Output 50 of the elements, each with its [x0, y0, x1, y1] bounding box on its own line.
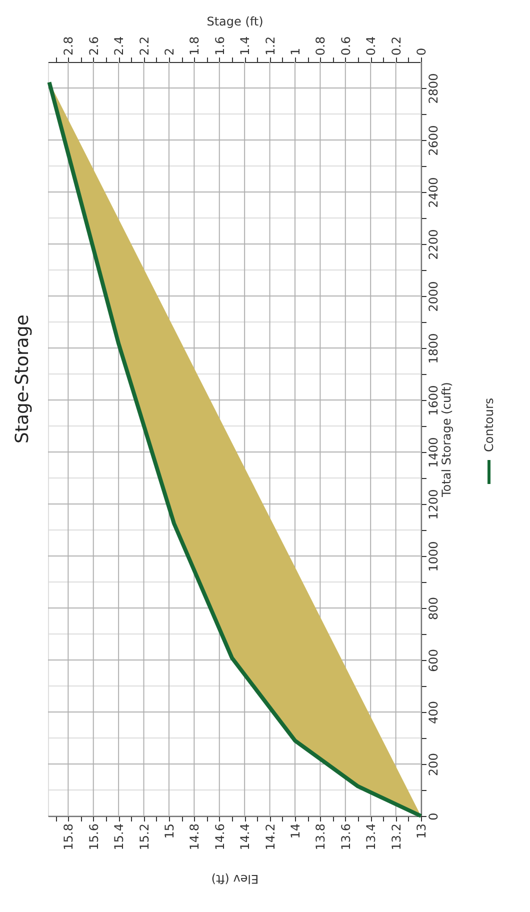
y-tick-label: 2200	[426, 229, 440, 260]
y-tick-label: 0	[426, 812, 440, 820]
x-tick-label: 13.2	[389, 824, 404, 850]
x-tick-label: 13	[414, 824, 428, 839]
x-tick-label: 13.8	[314, 824, 328, 850]
x-tick-label: 13.4	[364, 824, 378, 850]
y-tick-label: 2600	[426, 125, 440, 156]
y-tick-label: 1200	[426, 489, 440, 520]
y-tick-label: 1600	[426, 385, 440, 416]
y-tick-label: 800	[426, 597, 440, 620]
x-tick-label: 14.2	[263, 824, 278, 850]
x-tick-label: 15.8	[62, 824, 76, 850]
x-axis-title: Elev (ft)	[211, 872, 259, 886]
x2-tick-label: 2.2	[137, 36, 152, 56]
x2-tick-label: 0.2	[389, 36, 404, 56]
y-tick-label: 600	[426, 649, 440, 672]
x-tick-label: 14	[288, 824, 302, 839]
x2-tick-label: 0.4	[364, 36, 378, 56]
y-tick-label: 2000	[426, 281, 440, 312]
x2-tick-label: 1.2	[263, 36, 278, 56]
y-tick-label: 1000	[426, 541, 440, 572]
x2-tick-label: 1.6	[212, 36, 227, 56]
y-axis-title: Total Storage (cuft)	[440, 382, 454, 498]
x-tick-label: 14.4	[238, 824, 252, 850]
y-tick-label: 200	[426, 753, 440, 776]
x2-tick-label: 0	[414, 48, 428, 56]
x2-tick-label: 2.6	[86, 36, 101, 56]
x-tick-label: 13.6	[338, 824, 353, 850]
x2-tick-label: 2.8	[62, 36, 76, 56]
x2-tick-label: 2.4	[112, 36, 126, 56]
y-tick-label: 1800	[426, 333, 440, 364]
x2-tick-label: 1.4	[238, 36, 252, 56]
y-tick-label: 2400	[426, 177, 440, 208]
x2-tick-label: 1.8	[188, 36, 202, 56]
x-tick-label: 15.2	[137, 824, 152, 850]
x-tick-label: 15.4	[112, 824, 126, 850]
y-tick-label: 1400	[426, 437, 440, 468]
x-tick-label: 15.6	[86, 824, 101, 850]
x-tick-label: 15	[162, 824, 176, 839]
y-tick-label: 2800	[426, 73, 440, 104]
x2-tick-label: 2	[162, 48, 176, 56]
text: Contours	[482, 398, 496, 452]
x2-tick-label: 1	[288, 48, 302, 56]
x2-tick-label: 0.6	[338, 36, 353, 56]
x-tick-label: 14.8	[188, 824, 202, 850]
y-tick-label: 400	[426, 701, 440, 724]
x-tick-label: 14.6	[212, 824, 227, 850]
x2-tick-label: 0.8	[314, 36, 328, 56]
text: Stage-Storage	[12, 314, 33, 444]
x2-axis-title: Stage (ft)	[206, 14, 264, 28]
